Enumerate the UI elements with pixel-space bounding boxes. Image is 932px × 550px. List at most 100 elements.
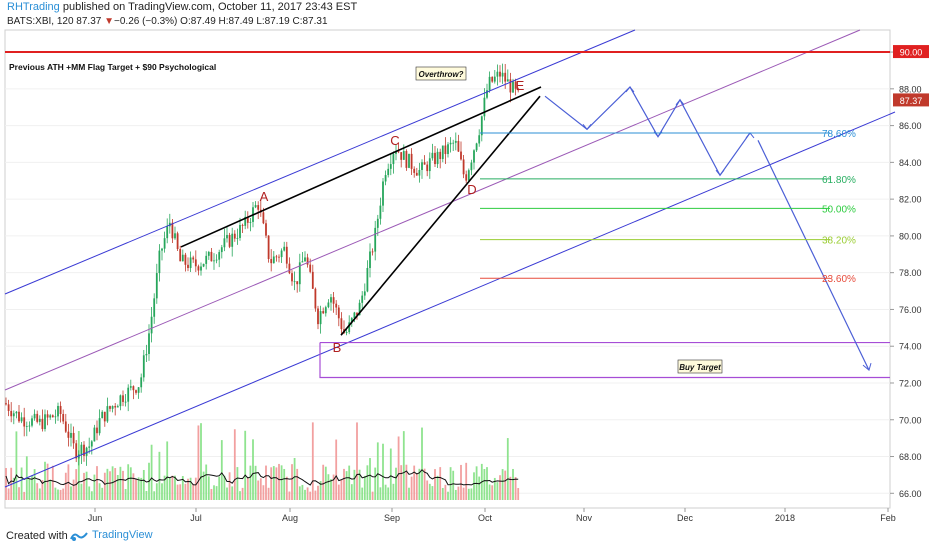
- y-tick-label: 76.00: [899, 305, 922, 315]
- plot-area: [4, 29, 891, 509]
- candle-body: [114, 406, 117, 408]
- candle-body: [122, 395, 124, 402]
- volume-bar: [161, 483, 163, 500]
- volume-bar: [462, 487, 465, 500]
- fib-label: 78.60%: [822, 129, 856, 140]
- candle-body: [93, 427, 96, 442]
- volume-bar: [231, 486, 234, 500]
- candle-body: [184, 254, 187, 265]
- candle-body: [174, 233, 176, 239]
- candle-body: [374, 227, 377, 252]
- volume-bar: [309, 491, 312, 500]
- volume-bar: [324, 466, 327, 500]
- volume-bar: [345, 471, 348, 500]
- candle-body: [158, 250, 161, 274]
- candle-body: [384, 175, 387, 182]
- volume-bar: [51, 465, 54, 500]
- created-with-label: Created with: [6, 530, 68, 542]
- candle-body: [64, 421, 67, 432]
- volume-bar: [163, 475, 166, 500]
- candle-body: [129, 386, 132, 388]
- candle-body: [288, 263, 291, 274]
- volume-bar: [371, 491, 374, 500]
- candle-body: [337, 307, 340, 319]
- volume-bar: [278, 463, 280, 500]
- candle-body: [119, 395, 122, 407]
- volume-bar: [106, 468, 109, 500]
- volume-bar: [413, 465, 416, 500]
- candle-body: [298, 262, 301, 285]
- volume-bar: [337, 484, 340, 500]
- x-tick-label: Feb: [880, 513, 896, 523]
- candle-body: [447, 144, 449, 155]
- candle-body: [272, 256, 275, 264]
- candle-body: [483, 97, 486, 117]
- volume-bar: [387, 487, 390, 500]
- candle-body: [33, 413, 36, 419]
- volume-bar: [384, 484, 387, 500]
- candle-body: [70, 432, 72, 438]
- volume-bar: [200, 423, 202, 500]
- volume-bar: [119, 466, 122, 500]
- candle-body: [246, 216, 249, 223]
- volume-bar: [122, 470, 124, 500]
- volume-bar: [189, 477, 192, 500]
- volume-bar: [293, 458, 296, 500]
- volume-bar: [350, 484, 353, 500]
- volume-bar: [116, 475, 119, 500]
- volume-bar: [241, 487, 244, 500]
- tradingview-brand[interactable]: TradingView: [92, 529, 153, 541]
- volume-bar: [311, 422, 314, 500]
- volume-bar: [236, 467, 239, 500]
- volume-bar: [145, 490, 148, 500]
- volume-bar: [301, 484, 304, 500]
- volume-bar: [38, 488, 41, 500]
- volume-bar: [187, 478, 189, 500]
- y-axis: 66.00 68.00 70.00 72.00 74.00 76.00 78.00 80.00…: [890, 45, 929, 499]
- volume-bar: [491, 485, 494, 500]
- volume-bar: [483, 469, 486, 500]
- candle-body: [504, 72, 507, 82]
- price-change: −0.26 (−0.3%): [114, 16, 178, 27]
- volume-bar: [179, 484, 182, 500]
- volume-bar: [467, 488, 470, 500]
- volume-bar: [270, 467, 273, 500]
- volume-bar: [473, 472, 475, 500]
- candle-body: [103, 411, 106, 422]
- volume-bar: [127, 464, 130, 500]
- volume-bar: [166, 441, 169, 500]
- volume-bar: [285, 476, 288, 500]
- candle-body: [98, 418, 101, 434]
- candle-body: [366, 267, 369, 292]
- price-chart[interactable]: 78.60% 61.80% 50.00% 38.20% 23.60% A B C D E Prev…: [0, 0, 932, 523]
- volume-bar: [85, 471, 88, 500]
- volume-bar: [142, 469, 145, 500]
- candle-body: [135, 390, 137, 393]
- volume-bar: [288, 491, 291, 500]
- candle-body: [475, 143, 478, 151]
- volume-bar: [140, 477, 143, 500]
- candle-body: [62, 414, 65, 422]
- candle-body: [509, 79, 512, 93]
- volume-bar: [410, 476, 413, 500]
- volume-bar: [496, 482, 499, 500]
- x-tick-label: Sep: [384, 513, 400, 523]
- candle-body: [46, 414, 49, 418]
- candle-body: [387, 168, 390, 176]
- candle-body: [244, 216, 247, 226]
- candle-body: [223, 238, 226, 248]
- volume-bar: [434, 469, 436, 500]
- volume-bar: [213, 485, 215, 500]
- publish-info: published on TradingView.com, October 11…: [62, 1, 358, 13]
- author-link[interactable]: RHTrading: [7, 1, 60, 13]
- volume-bar: [452, 470, 455, 500]
- candle-body: [452, 142, 455, 144]
- x-tick-label: Jun: [88, 513, 103, 523]
- volume-bar: [366, 465, 369, 500]
- volume-bar: [205, 464, 208, 500]
- candle-body: [210, 251, 213, 262]
- candle-body: [371, 251, 374, 253]
- volume-bar: [244, 430, 247, 500]
- volume-bar: [210, 488, 213, 500]
- volume-bar: [153, 491, 156, 500]
